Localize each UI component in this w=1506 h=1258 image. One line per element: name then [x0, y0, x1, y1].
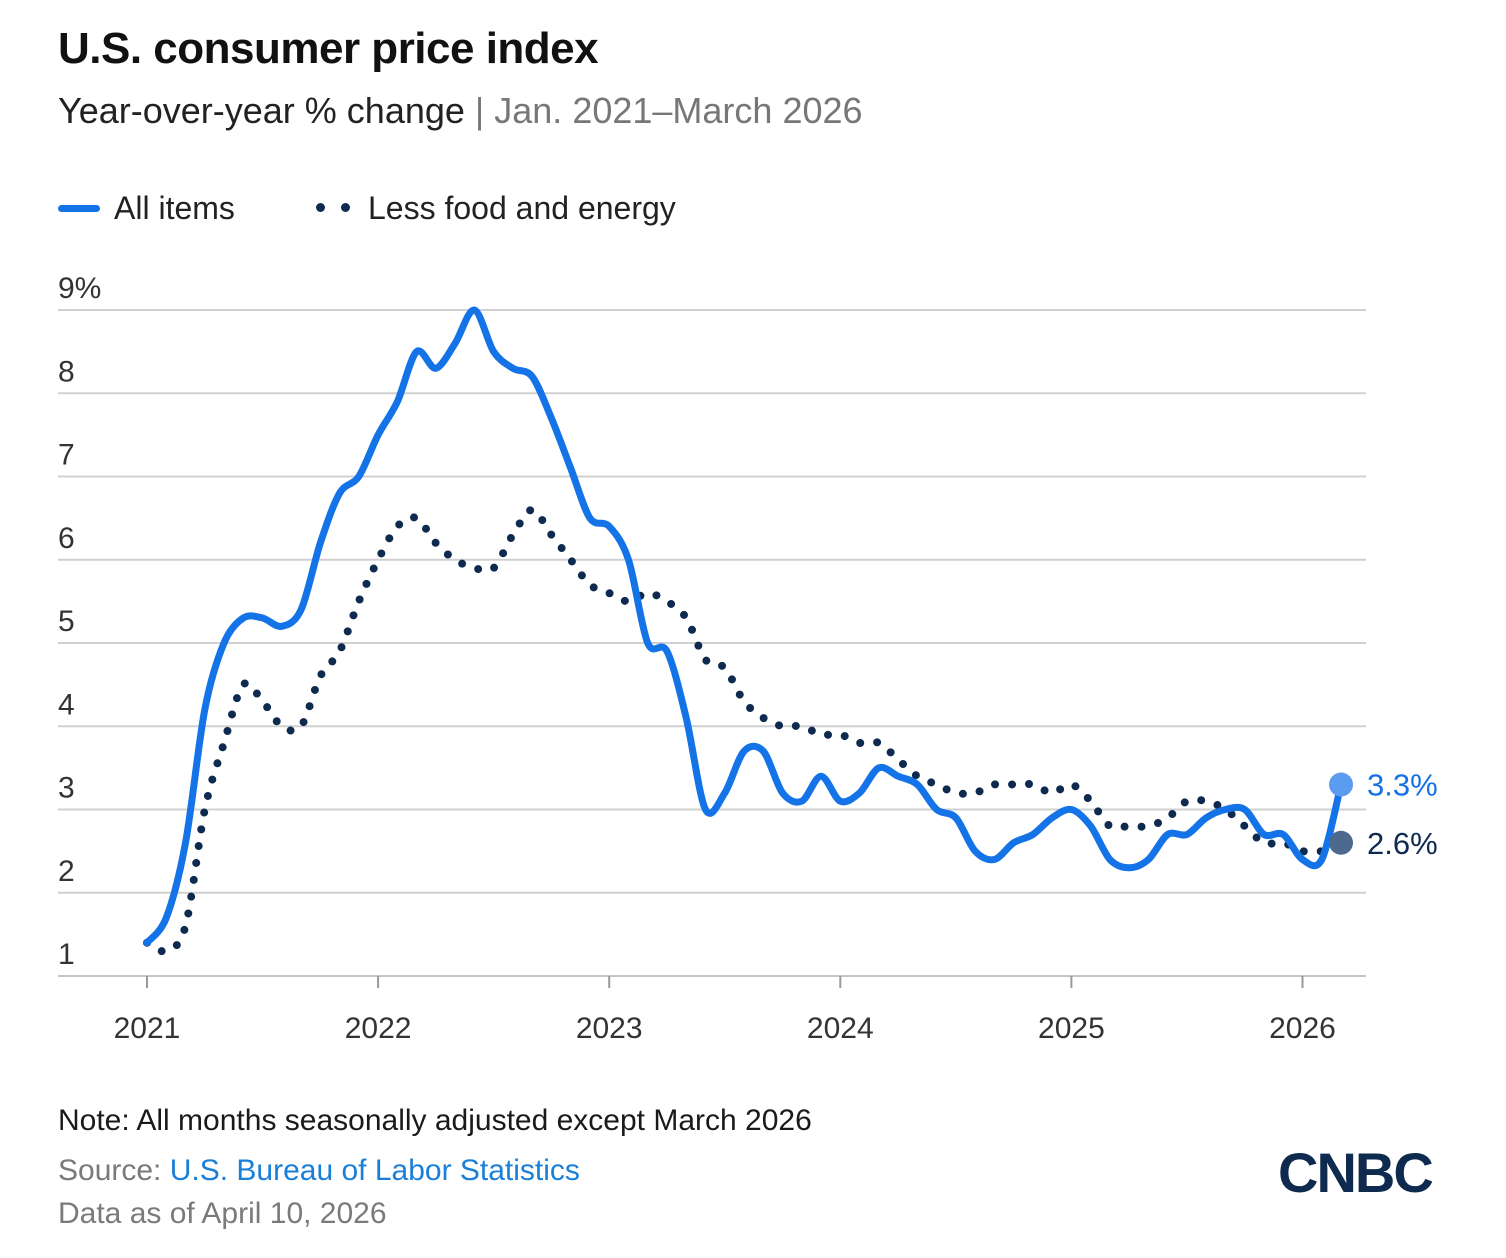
source-line: Source: U.S. Bureau of Labor Statistics	[58, 1154, 580, 1188]
data-as-of: Data as of April 10, 2026	[58, 1197, 387, 1230]
legend-item-core: Less food and energy	[312, 186, 676, 230]
y-tick-label-6: 6	[58, 522, 75, 555]
y-tick-label-2: 2	[58, 855, 75, 888]
series-line-all-items	[143, 306, 1345, 947]
legend-label-core: Less food and energy	[368, 189, 676, 226]
y-tick-label-8: 8	[58, 355, 75, 388]
y-tick-label-7: 7	[58, 439, 75, 472]
y-tick-label-4: 4	[58, 688, 75, 721]
series-line-less-food-and-energy	[143, 505, 1345, 956]
y-tick-label-3: 3	[58, 772, 75, 805]
x-tick-label-2024: 2024	[807, 1012, 874, 1045]
legend-line-swatch	[58, 204, 100, 212]
end-marker-less-food-and-energy	[1329, 830, 1354, 855]
footnote: Note: All months seasonally adjusted exc…	[58, 1104, 812, 1137]
source-link[interactable]: U.S. Bureau of Labor Statistics	[169, 1154, 580, 1187]
y-tick-label-1: 1	[58, 938, 75, 971]
legend-dots-swatch	[312, 203, 354, 213]
end-label-less-food-and-energy: 2.6%	[1367, 826, 1438, 861]
cpi-line-chart: 1 2 3 4 5 6 7 8 9% 2021 2022 2023 2024 2025 2026 3.3% 2.…	[58, 272, 1438, 1045]
x-tick-label-2022: 2022	[345, 1012, 412, 1045]
subtitle-separator: |	[464, 90, 495, 131]
cnbc-logo: CNBC	[1278, 1141, 1434, 1204]
end-marker-all-items	[1329, 772, 1354, 797]
y-tick-label-9: 9%	[58, 272, 101, 305]
x-tick-label-2023: 2023	[576, 1012, 643, 1045]
x-tick-label-2021: 2021	[114, 1012, 181, 1045]
source-prefix: Source:	[58, 1154, 170, 1187]
end-label-all-items: 3.3%	[1367, 768, 1438, 803]
chart-subtitle: Year-over-year % change | Jan. 2021–Marc…	[58, 90, 863, 132]
y-tick-label-5: 5	[58, 605, 75, 638]
subtitle-main: Year-over-year % change	[58, 90, 465, 131]
legend-item-all-items: All items	[58, 186, 235, 230]
x-tick-label-2026: 2026	[1269, 1012, 1336, 1045]
subtitle-range: Jan. 2021–March 2026	[494, 90, 863, 131]
chart-title: U.S. consumer price index	[58, 24, 599, 73]
legend-label-all-items: All items	[114, 189, 235, 226]
x-tick-label-2025: 2025	[1038, 1012, 1105, 1045]
